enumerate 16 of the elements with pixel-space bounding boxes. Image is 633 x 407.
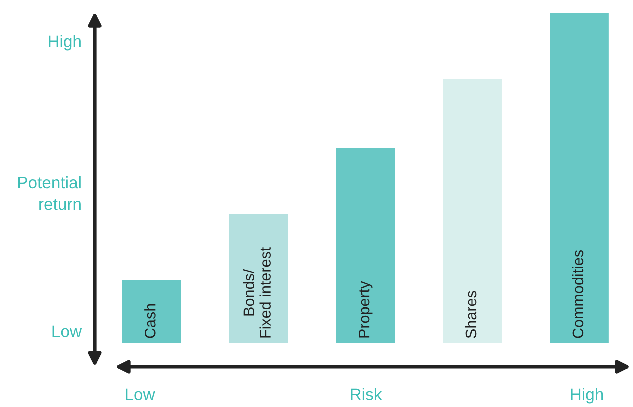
x-tick-label: Bonds/ Fixed interest (243, 247, 271, 338)
text: High (49, 35, 81, 51)
text: Low (52, 326, 82, 338)
bar (122, 280, 182, 343)
x-tick-label: Commodities (572, 250, 584, 338)
x-tick-label: Cash (144, 304, 156, 338)
text: Low (126, 388, 156, 400)
x-tick-label: Shares (465, 291, 477, 338)
y-axis-title: Potential return (18, 176, 81, 210)
x-axis-title: Risk (351, 388, 382, 400)
text: High (571, 388, 604, 404)
bar (336, 148, 396, 343)
bar (229, 214, 288, 343)
x-tick-label: Property (359, 281, 373, 338)
bar (550, 13, 609, 343)
bar (443, 79, 502, 343)
